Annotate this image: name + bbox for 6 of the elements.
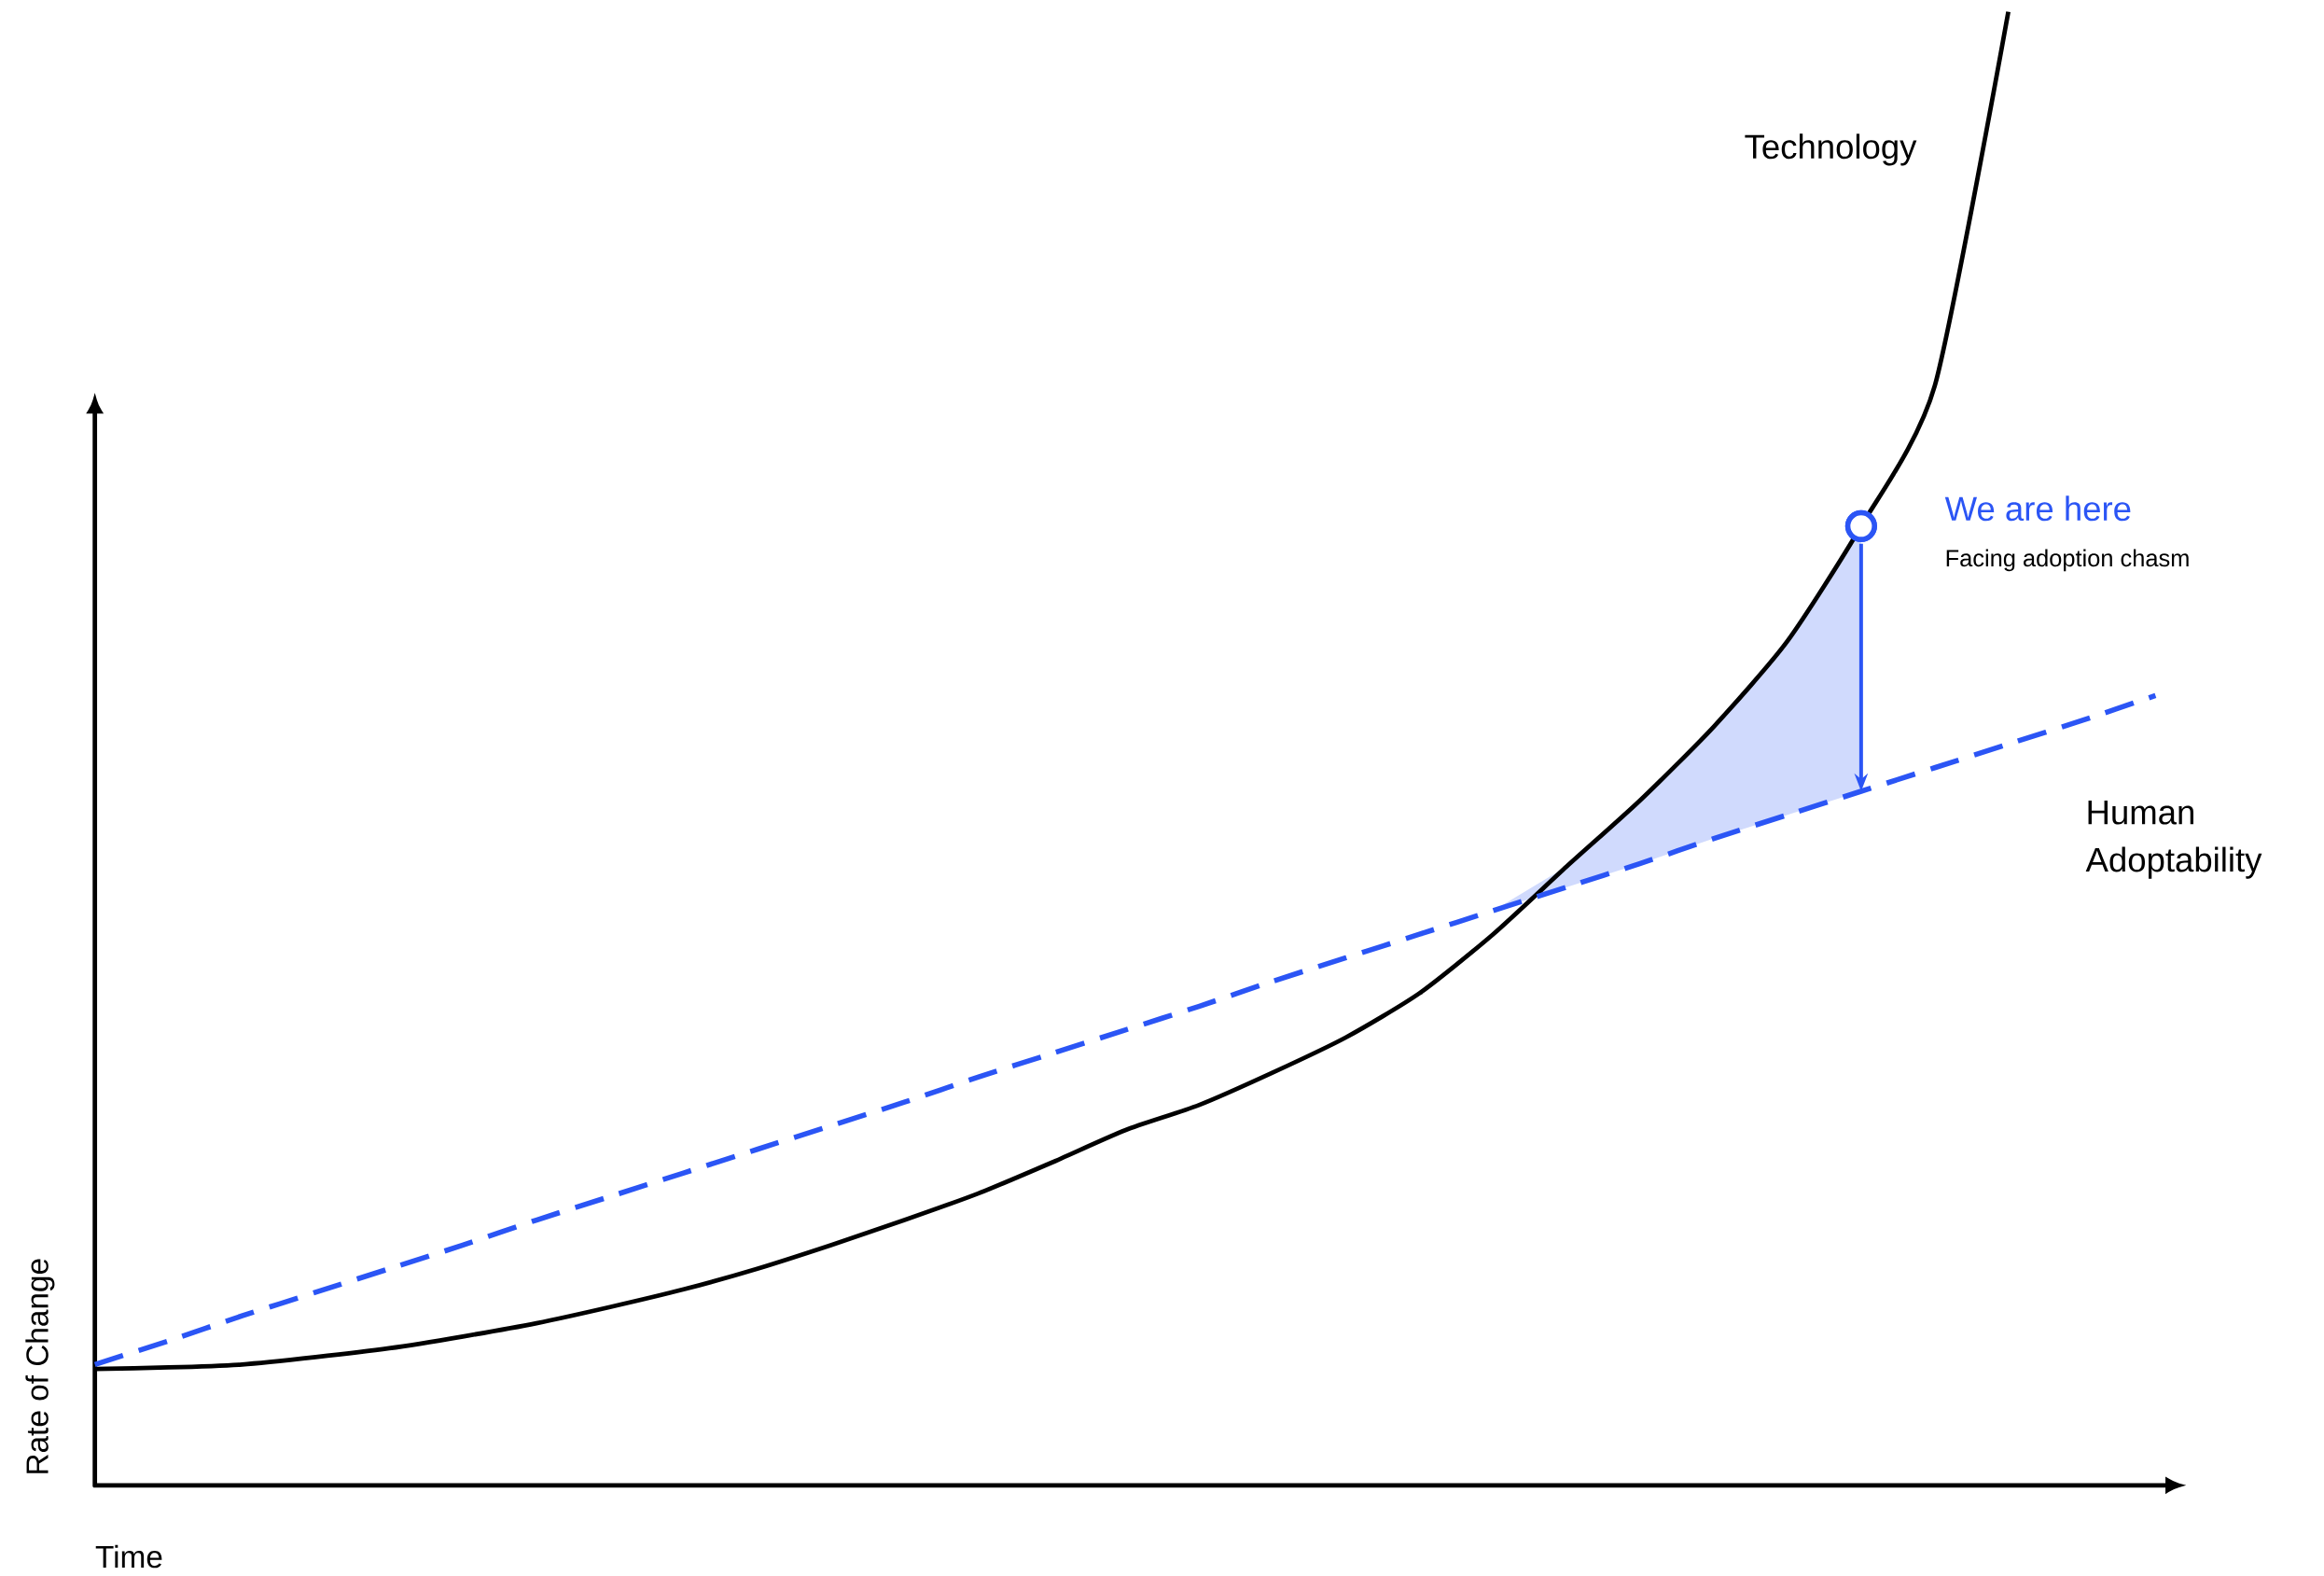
annotation: We are here (1944, 495, 2131, 522)
y-axis-title: Rate of Change (25, 1259, 55, 1473)
annotation: Facing adoption chasm (1946, 549, 2189, 572)
x-axis-title: Time (95, 1544, 162, 1569)
series-label: Technology (1745, 133, 1917, 166)
text: Human Adoptability (2085, 801, 2262, 879)
